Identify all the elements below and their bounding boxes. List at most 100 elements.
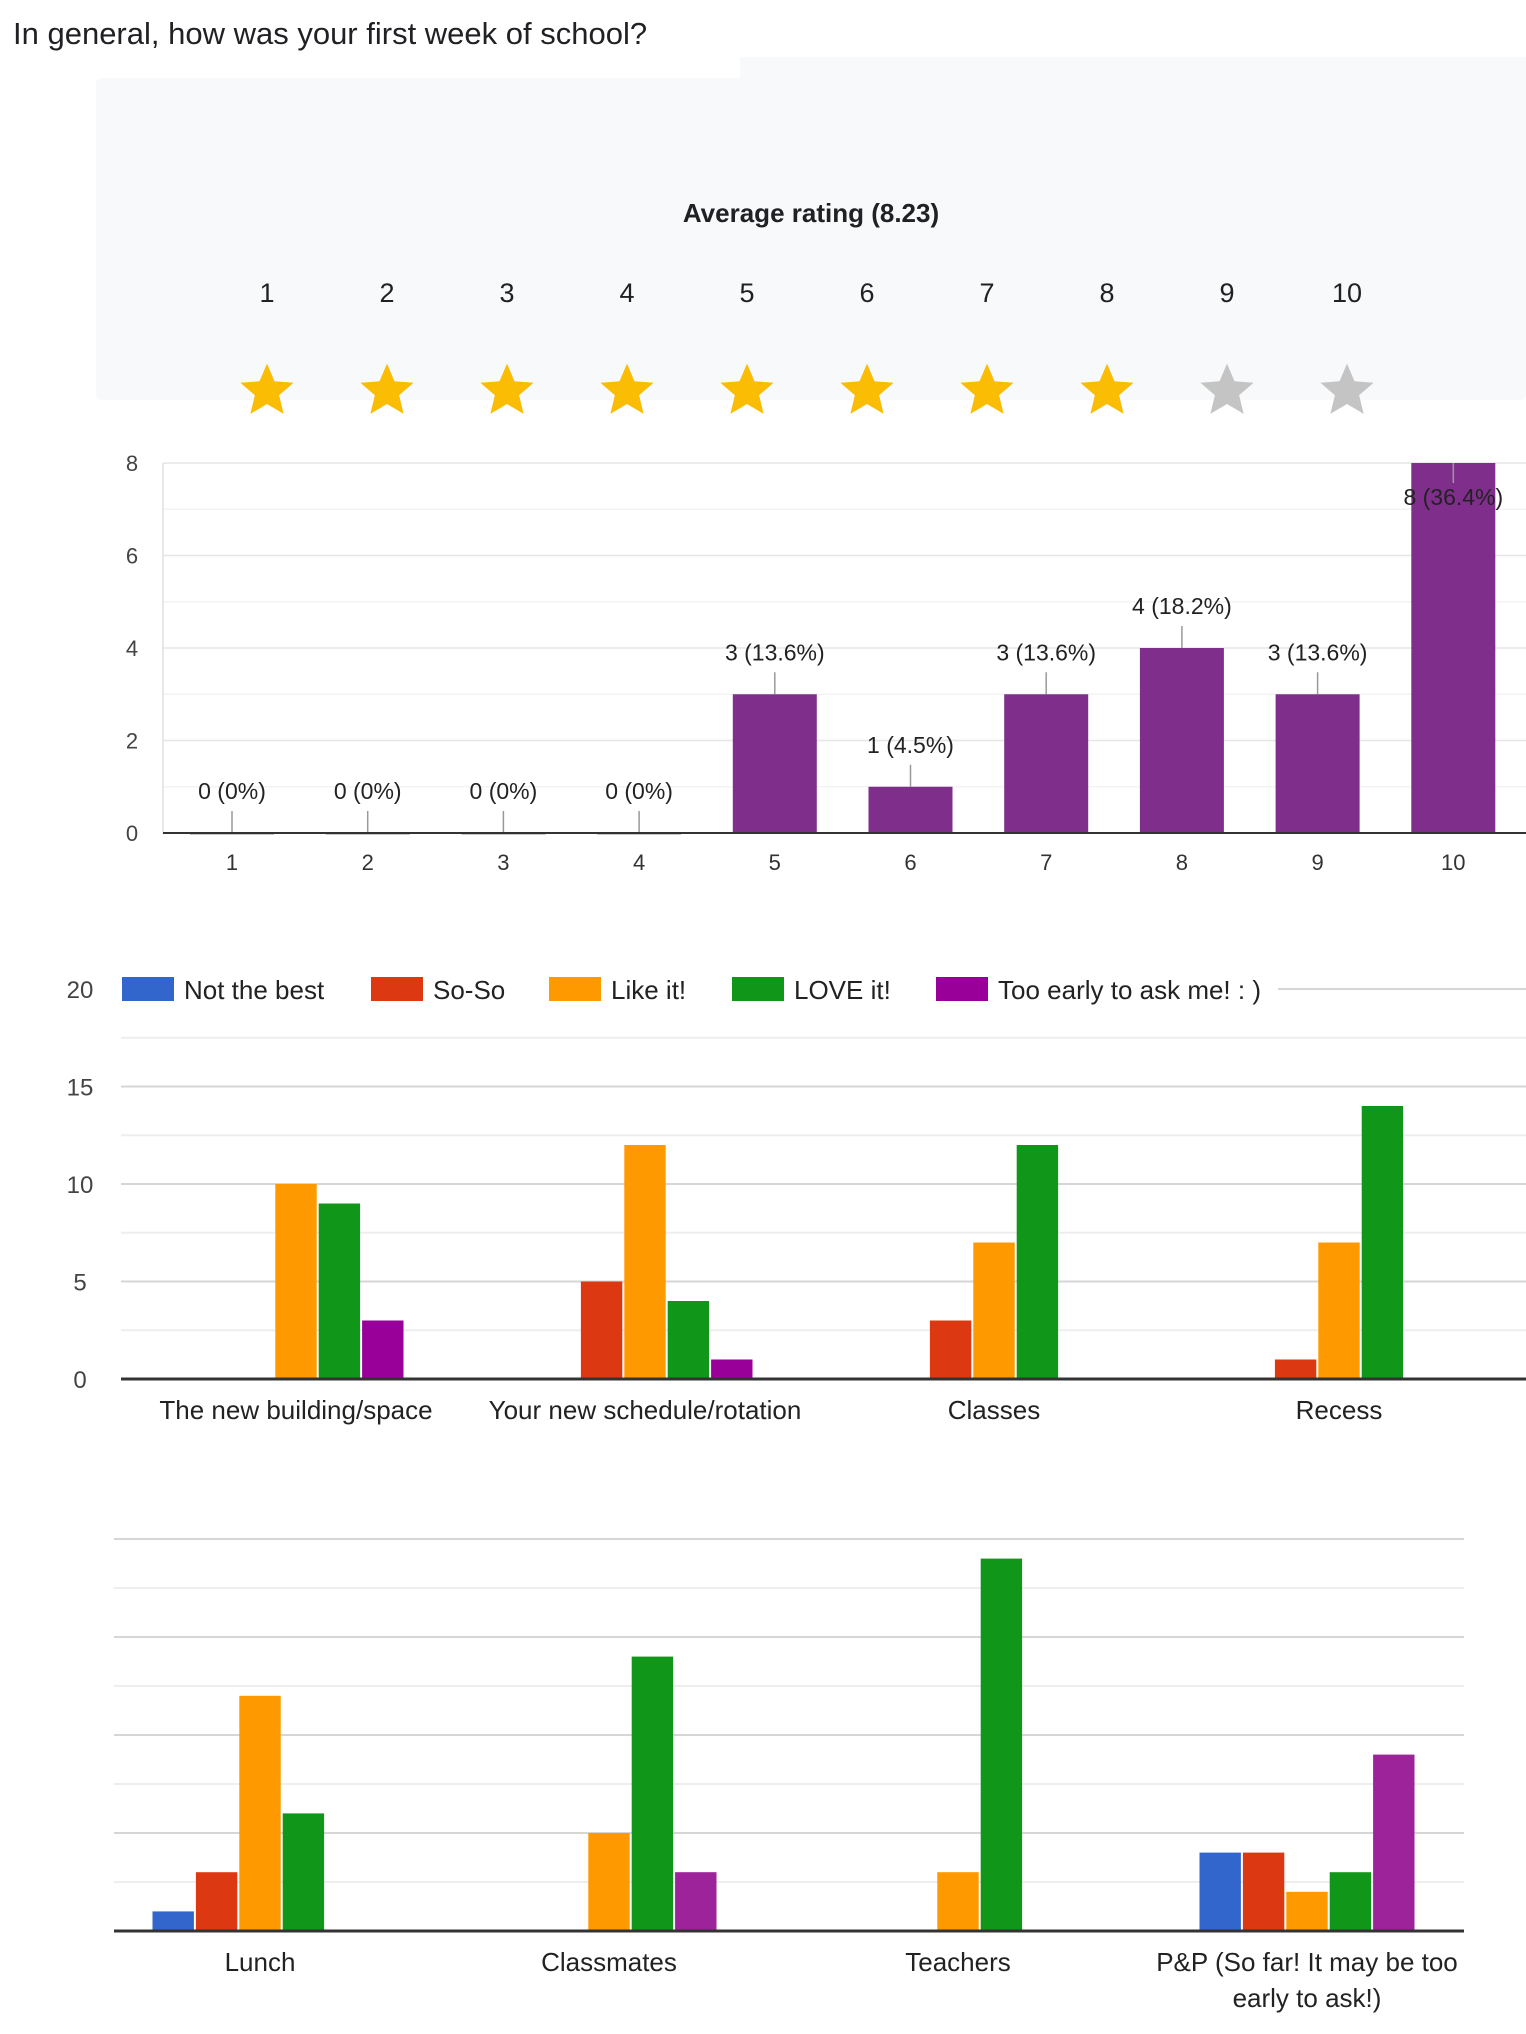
x-tick-label: The new building/space bbox=[159, 1395, 432, 1425]
bar bbox=[624, 1145, 666, 1379]
legend-label: Too early to ask me! : ) bbox=[998, 975, 1261, 1005]
star-shape bbox=[960, 363, 1014, 414]
star-shape bbox=[1200, 363, 1254, 414]
bar bbox=[282, 1813, 325, 1931]
x-tick-label: Teachers bbox=[905, 1947, 1011, 1977]
legend-swatch bbox=[371, 977, 423, 1001]
data-label: 0 (0%) bbox=[198, 778, 266, 804]
bar bbox=[929, 1320, 972, 1379]
bar bbox=[1004, 694, 1089, 833]
bar bbox=[195, 1872, 238, 1931]
star-icon bbox=[240, 363, 294, 414]
bar bbox=[580, 1281, 623, 1379]
star-shape bbox=[240, 363, 294, 414]
star-icon bbox=[480, 363, 534, 414]
rating-scale-label: 1 bbox=[259, 278, 275, 308]
rating-scale-label: 7 bbox=[979, 278, 995, 308]
bar bbox=[1242, 1852, 1285, 1931]
legend-label: Not the best bbox=[184, 975, 325, 1005]
rating-scale-label: 10 bbox=[1331, 278, 1363, 308]
bar bbox=[973, 1242, 1015, 1379]
legend-label: So-So bbox=[433, 975, 505, 1005]
question-title: In general, how was your first week of s… bbox=[13, 16, 648, 51]
star-icon bbox=[1200, 363, 1254, 414]
star-icon bbox=[960, 363, 1014, 414]
rating-scale-label: 5 bbox=[739, 278, 755, 308]
y-tick-label: 20 bbox=[67, 977, 94, 1004]
legend-swatch bbox=[936, 977, 988, 1001]
x-tick-label: Recess bbox=[1296, 1395, 1383, 1425]
bar bbox=[318, 1203, 361, 1379]
y-tick-label: 10 bbox=[67, 1172, 94, 1199]
y-tick-label: 6 bbox=[126, 544, 138, 569]
data-label: 3 (13.6%) bbox=[725, 639, 825, 665]
x-tick-label: P&P (So far! It may be too bbox=[1156, 1947, 1458, 1977]
y-tick-label: 4 bbox=[126, 636, 138, 661]
star-shape bbox=[1080, 363, 1134, 414]
bar bbox=[1274, 1359, 1317, 1379]
data-label: 1 (4.5%) bbox=[867, 732, 954, 758]
bar bbox=[980, 1558, 1023, 1931]
data-label: 0 (0%) bbox=[605, 778, 673, 804]
bar bbox=[1199, 1852, 1241, 1931]
data-label: 3 (13.6%) bbox=[1268, 639, 1368, 665]
x-tick-label: Classes bbox=[948, 1395, 1040, 1425]
data-label: 4 (18.2%) bbox=[1132, 593, 1232, 619]
bar bbox=[631, 1656, 674, 1931]
bar bbox=[711, 1359, 753, 1379]
star-icon bbox=[720, 363, 774, 414]
star-shape bbox=[720, 363, 774, 414]
y-tick-label: 0 bbox=[73, 1367, 86, 1394]
bar bbox=[588, 1833, 630, 1931]
x-tick-label: 4 bbox=[633, 850, 645, 875]
rating-scale-label: 9 bbox=[1219, 278, 1235, 308]
star-icon bbox=[360, 363, 414, 414]
rating-scale-label: 6 bbox=[859, 278, 875, 308]
star-icon bbox=[600, 363, 654, 414]
x-tick-label: 1 bbox=[226, 850, 238, 875]
bar bbox=[732, 694, 817, 833]
x-tick-label: 6 bbox=[904, 850, 916, 875]
x-tick-label: Your new schedule/rotation bbox=[489, 1395, 802, 1425]
rating-scale-label: 4 bbox=[619, 278, 635, 308]
data-label: 3 (13.6%) bbox=[996, 639, 1096, 665]
bar bbox=[868, 786, 953, 833]
x-tick-label: 8 bbox=[1176, 850, 1188, 875]
rating-histogram: 0 2 4 6 8 0 (0%) 1 0 (0%) 2 0 (0%) 3 0 (0%) 4 3 (13.6… bbox=[126, 451, 1526, 875]
bar bbox=[1373, 1754, 1415, 1931]
x-tick-label: 10 bbox=[1441, 850, 1465, 875]
bar bbox=[1329, 1872, 1372, 1931]
bar bbox=[275, 1184, 317, 1379]
data-label: 8 (36.4%) bbox=[1403, 484, 1503, 510]
legend-swatch bbox=[732, 977, 784, 1001]
bar bbox=[1139, 648, 1224, 833]
rating-scale-label: 2 bbox=[379, 278, 395, 308]
bar bbox=[1361, 1106, 1404, 1379]
star-shape bbox=[360, 363, 414, 414]
y-tick-label: 8 bbox=[126, 451, 138, 476]
rating-scale-label: 8 bbox=[1099, 278, 1115, 308]
x-tick-label: 3 bbox=[497, 850, 509, 875]
legend-label: Like it! bbox=[611, 975, 686, 1005]
grouped-chart-1: 0 5 10 15 20 The new building/space Your new s… bbox=[67, 971, 1526, 1425]
star-icon bbox=[840, 363, 894, 414]
data-label: 0 (0%) bbox=[470, 778, 538, 804]
x-tick-label: 2 bbox=[362, 850, 374, 875]
average-rating: Average rating (8.23) bbox=[682, 198, 940, 228]
bar bbox=[362, 1320, 404, 1379]
x-tick-label: 7 bbox=[1040, 850, 1052, 875]
bar bbox=[1318, 1242, 1360, 1379]
x-tick-label: Classmates bbox=[541, 1947, 677, 1977]
bar bbox=[1286, 1891, 1328, 1931]
star-shape bbox=[600, 363, 654, 414]
y-tick-label: 15 bbox=[67, 1075, 94, 1102]
bar bbox=[1016, 1145, 1059, 1379]
y-tick-label: 0 bbox=[126, 821, 138, 846]
rating-panel: Average rating (8.23) 1 2 3 4 5 6 7 8 9 10 bbox=[96, 78, 1526, 414]
bar bbox=[1275, 694, 1360, 833]
x-tick-label: 5 bbox=[769, 850, 781, 875]
star-shape bbox=[840, 363, 894, 414]
bar bbox=[152, 1911, 194, 1931]
legend-swatch bbox=[549, 977, 601, 1001]
y-tick-label: 2 bbox=[126, 729, 138, 754]
